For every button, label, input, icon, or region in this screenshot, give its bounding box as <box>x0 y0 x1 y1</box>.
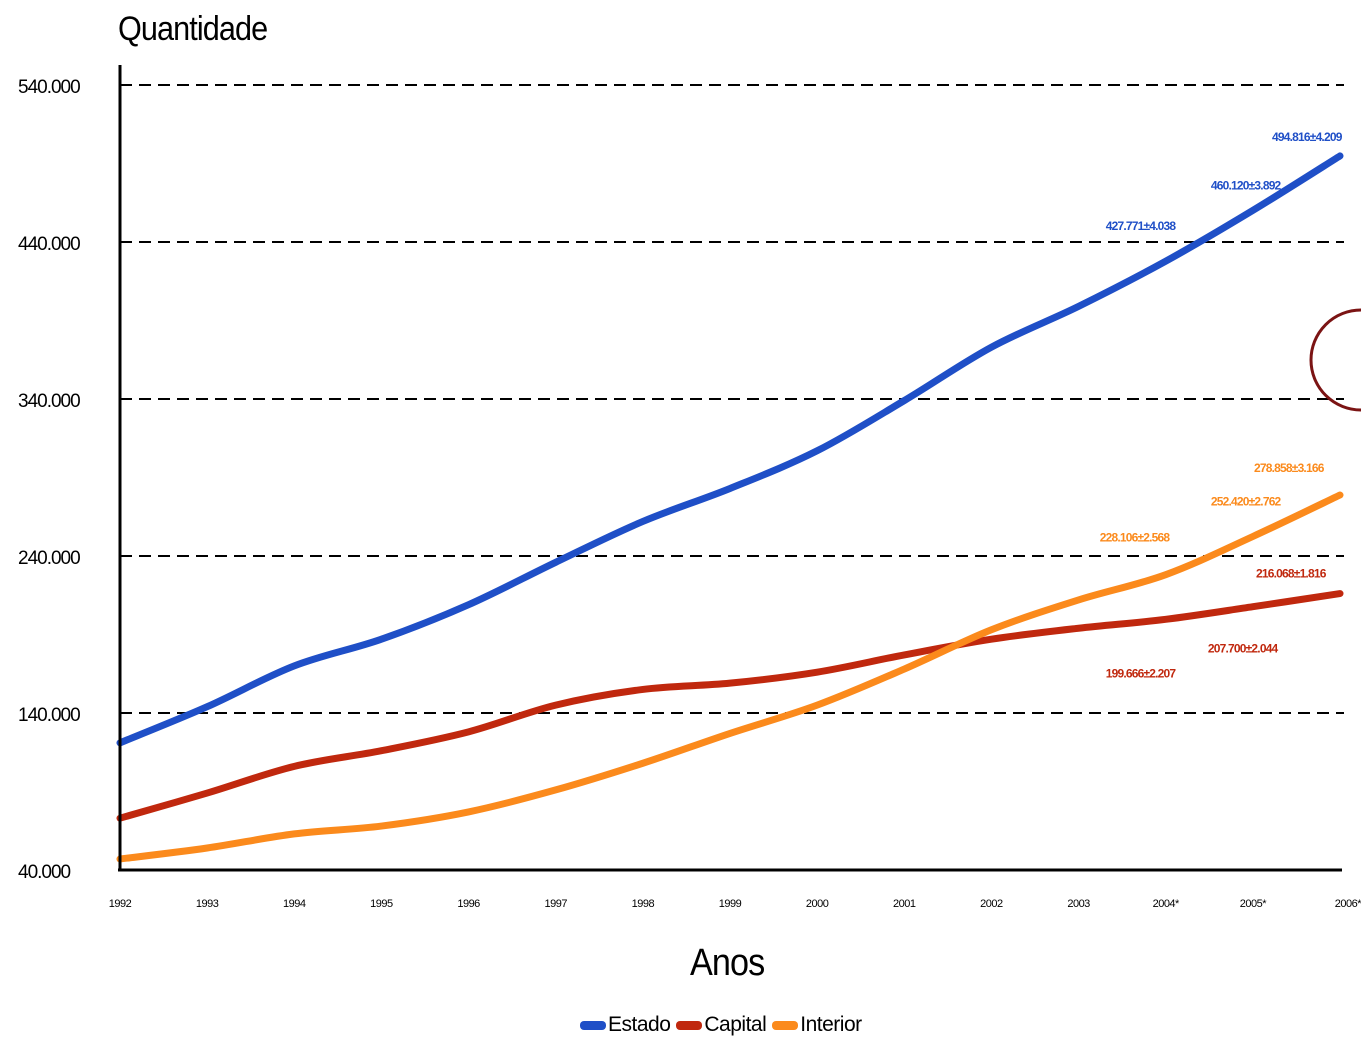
x-tick-label-2002: 2002 <box>980 898 1003 910</box>
decorative-circle-arc <box>1309 308 1361 412</box>
x-tick-label-1997: 1997 <box>544 898 567 910</box>
annotation-estado-2004: 427.771±4.038 <box>1106 219 1177 233</box>
legend: Estado Capital Interior <box>580 1012 868 1038</box>
series-line-estado <box>116 152 1344 747</box>
x-tick-label-1993: 1993 <box>196 898 219 910</box>
legend-swatch-capital <box>676 1020 703 1030</box>
legend-swatch-interior <box>772 1020 799 1030</box>
annotation-estado-2005: 460.120±3.892 <box>1211 178 1282 192</box>
grid-lines <box>120 84 1344 714</box>
legend-label-interior: Interior <box>800 1013 862 1036</box>
x-tick-label-2005: 2005* <box>1240 898 1267 910</box>
x-tick-label-2004: 2004* <box>1153 898 1180 910</box>
annotation-capital-2004: 199.666±2.207 <box>1106 666 1177 680</box>
x-tick-label-1998: 1998 <box>632 898 655 910</box>
value-annotations: 427.771±4.038 460.120±3.892 494.816±4.209 2… <box>1100 130 1344 680</box>
x-tick-label-1996: 1996 <box>457 898 480 910</box>
y-tick-label-340-000: 340.000 <box>18 391 80 412</box>
x-tick-label-1994: 1994 <box>283 898 306 910</box>
x-tick-label-1999: 1999 <box>719 898 742 910</box>
annotation-capital-2005: 207.700±2.044 <box>1208 642 1279 656</box>
x-tick-label-2000: 2000 <box>806 898 829 910</box>
annotation-capital-2006: 216.068±1.816 <box>1256 567 1327 581</box>
legend-swatch-estado <box>580 1020 606 1030</box>
x-tick-label-2003: 2003 <box>1067 898 1090 910</box>
y-tick-labels: 40.000 140.000 240.000 340.000 440.000 540.00… <box>18 77 81 883</box>
legend-label-capital: Capital <box>704 1013 767 1036</box>
y-axis-title: Quantidade <box>118 10 268 48</box>
y-tick-label-440-000: 440.000 <box>18 234 80 255</box>
legend-label-estado: Estado <box>608 1013 671 1036</box>
x-tick-label-1992: 1992 <box>109 898 132 910</box>
annotation-interior-2005: 252.420±2.762 <box>1211 495 1282 509</box>
series-line-capital <box>116 590 1344 822</box>
x-tick-label-2006: 2006* <box>1335 898 1361 910</box>
annotation-estado-2006: 494.816±4.209 <box>1272 130 1343 144</box>
legend-item-interior: Interior <box>772 1013 862 1037</box>
y-tick-label-240-000: 240.000 <box>18 548 80 569</box>
legend-item-estado: Estado <box>580 1013 671 1037</box>
annotation-interior-2004: 228.106±2.568 <box>1100 531 1171 545</box>
annotation-interior-2006: 278.858±3.166 <box>1254 461 1325 475</box>
x-tick-label-1995: 1995 <box>370 898 393 910</box>
legend-item-capital: Capital <box>676 1013 767 1037</box>
x-axis-title: Anos <box>690 942 765 984</box>
y-tick-label-140-000: 140.000 <box>18 705 80 726</box>
x-tick-labels: 1992 1993 1994 1995 1996 1997 1998 1999 2000 2001… <box>109 898 1361 910</box>
series-lines <box>116 152 1344 863</box>
x-tick-label-2001: 2001 <box>893 898 916 910</box>
y-tick-label-540-000: 540.000 <box>18 77 80 98</box>
y-tick-label-40-000: 40.000 <box>18 862 71 883</box>
series-line-interior <box>116 491 1344 863</box>
